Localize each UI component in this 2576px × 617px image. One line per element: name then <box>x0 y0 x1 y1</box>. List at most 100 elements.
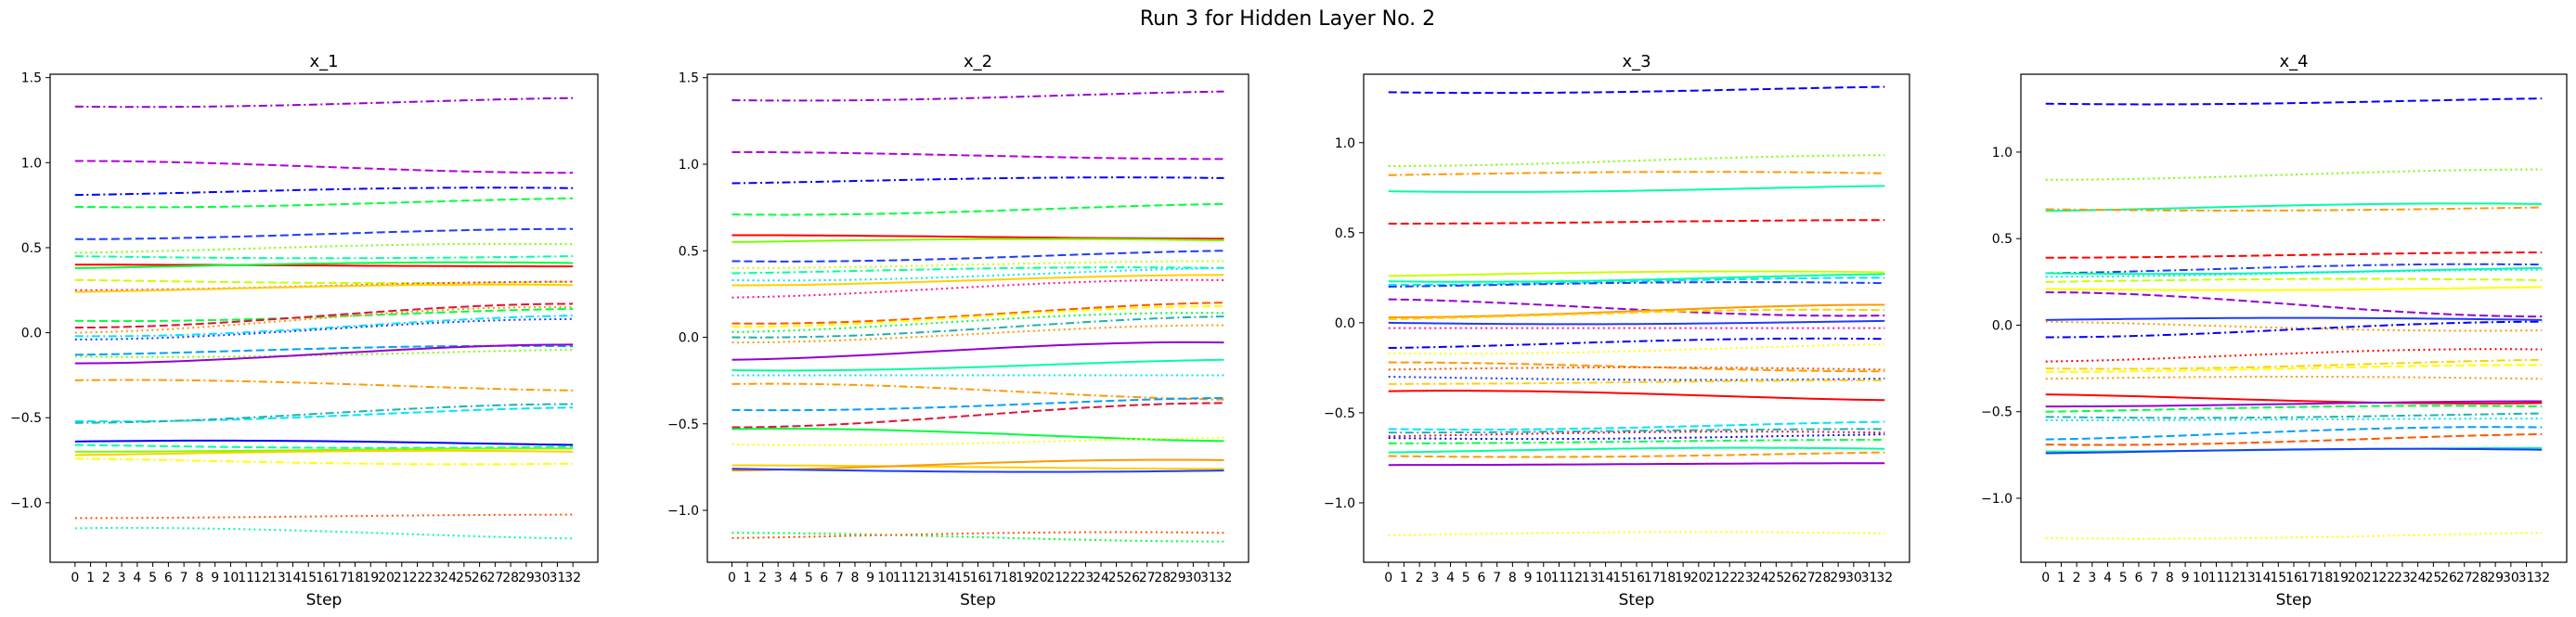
x-tick-label: 19 <box>1016 571 1032 585</box>
x-tick-label: 5 <box>1462 571 1470 585</box>
series-line-28 <box>731 468 1224 473</box>
series-line-10 <box>2045 286 2543 291</box>
series-line-5 <box>1388 219 1885 225</box>
series-line-11 <box>1388 303 1885 319</box>
series-line-23 <box>1388 428 1885 434</box>
series-line-22 <box>74 406 574 423</box>
x-tick-label: 26 <box>1123 571 1140 585</box>
x-tick-label: 12 <box>253 571 270 585</box>
y-tick-label: −0.5 <box>10 411 42 426</box>
subplot-title: x_3 <box>1622 52 1650 71</box>
x-tick-label: 1 <box>744 571 752 585</box>
series-line-12 <box>2045 316 2543 321</box>
series-line-7 <box>1388 273 1885 283</box>
x-tick-label: 8 <box>195 571 203 585</box>
series-line-15 <box>74 305 574 334</box>
x-tick-label: 19 <box>1675 571 1691 585</box>
series-line-22 <box>731 396 1224 412</box>
x-tick-label: 21 <box>1706 571 1723 585</box>
series-line-9 <box>731 266 1224 275</box>
series-line-15 <box>1388 337 1885 350</box>
x-tick-label: 10 <box>223 571 239 585</box>
y-tick-label: 0.5 <box>21 241 42 256</box>
x-tick-label: 11 <box>893 571 910 585</box>
series-line-10 <box>1388 298 1885 317</box>
x-tick-label: 30 <box>2503 571 2519 585</box>
x-tick-label: 9 <box>1524 571 1533 585</box>
x-tick-label: 17 <box>985 571 1002 585</box>
x-tick-label: 16 <box>2285 571 2302 585</box>
series-line-8 <box>731 260 1224 269</box>
series-line-2 <box>74 160 574 174</box>
x-tick-label: 8 <box>1508 571 1517 585</box>
x-tick-label: 23 <box>424 571 441 585</box>
series-line-28 <box>1388 451 1885 458</box>
x-tick-label: 7 <box>835 571 844 585</box>
series-line-27 <box>74 449 574 456</box>
x-tick-label: 23 <box>2394 571 2411 585</box>
x-tick-label: 21 <box>1046 571 1063 585</box>
series-line-11 <box>2045 291 2543 318</box>
y-tick-label: 0.5 <box>1992 232 2013 247</box>
subplots: x_10 1 2 3 4 5 6 7 8 9 101112131415161718192021222… <box>10 52 2568 610</box>
series-line-3 <box>731 176 1224 185</box>
y-tick-label: 1.0 <box>1335 136 1355 151</box>
x-tick-label: 25 <box>456 571 472 585</box>
x-tick-label: 30 <box>534 571 550 585</box>
x-tick-label: 1 <box>86 571 95 585</box>
x-tick-label: 10 <box>1535 571 1552 585</box>
y-tick-label: −1.0 <box>10 496 42 511</box>
series-line-18 <box>1388 366 1885 371</box>
series-line-24 <box>731 428 1224 443</box>
x-tick-label: 11 <box>238 571 254 585</box>
x-tick-label: 28 <box>502 571 519 585</box>
series-line-4 <box>1388 185 1885 193</box>
series-line-19 <box>74 348 574 358</box>
series-line-20 <box>74 343 574 365</box>
x-tick-label: 16 <box>1628 571 1645 585</box>
y-tick-label: 1.0 <box>1992 146 2013 161</box>
series-line-24 <box>74 439 574 446</box>
x-tick-label: 27 <box>486 571 503 585</box>
x-tick-label: 3 <box>2088 571 2096 585</box>
series-line-22 <box>1388 420 1885 431</box>
x-tick-label: 13 <box>2239 571 2256 585</box>
series-line-15 <box>731 312 1224 333</box>
series-line-12 <box>74 283 574 293</box>
x-tick-label: 26 <box>472 571 488 585</box>
x-tick-label: 31 <box>2518 571 2535 585</box>
series-line-6 <box>1388 270 1885 277</box>
x-tick-label: 11 <box>1551 571 1568 585</box>
x-tick-label: 7 <box>1493 571 1501 585</box>
series-line-26 <box>74 447 574 453</box>
x-tick-label: 32 <box>564 571 581 585</box>
subplot-title: x_1 <box>309 52 338 71</box>
x-tick-label: 2 <box>102 571 110 585</box>
x-tick-label: 27 <box>1799 571 1816 585</box>
x-tick-label: 17 <box>331 571 348 585</box>
axes-frame <box>1363 73 1910 563</box>
series-line-29 <box>74 513 574 520</box>
x-tick-label: 15 <box>300 571 317 585</box>
series-line-20 <box>1388 379 1885 385</box>
subplot-title: x_4 <box>2279 52 2308 71</box>
x-tick-label: 13 <box>924 571 940 585</box>
series-line-27 <box>1388 446 1885 454</box>
x-tick-label: 9 <box>211 571 219 585</box>
series-line-10 <box>731 266 1224 282</box>
x-tick-label: 27 <box>1139 571 1156 585</box>
series-line-21 <box>1388 390 1885 402</box>
x-tick-label: 30 <box>1845 571 1862 585</box>
series-line-25 <box>731 436 1224 446</box>
y-tick-label: 1.5 <box>679 71 699 86</box>
x-tick-label: 29 <box>2487 571 2504 585</box>
x-tick-label: 3 <box>118 571 126 585</box>
x-tick-label: 4 <box>2104 571 2112 585</box>
x-tick-label: 20 <box>378 571 395 585</box>
series-line-29 <box>731 532 1224 543</box>
series-line-6 <box>74 242 574 254</box>
series-line-1 <box>2045 97 2543 106</box>
series-line-12 <box>1388 308 1885 320</box>
series-line-28 <box>2045 532 2543 540</box>
